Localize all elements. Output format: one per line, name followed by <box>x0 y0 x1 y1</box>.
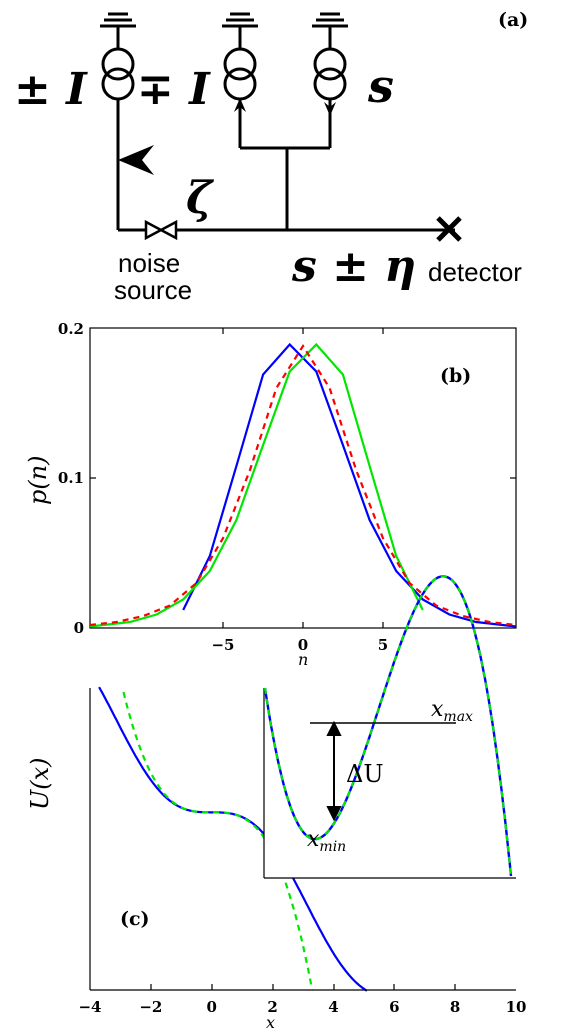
panel-c-xlabel: x <box>266 1013 275 1032</box>
panel-b-xlabel: n <box>298 650 308 669</box>
inset-delta-u-label: ΔU <box>346 760 384 788</box>
panel-c-xticks: −4 −2 0 2 4 6 8 10 <box>78 998 526 1016</box>
inset-series-1 <box>263 575 513 877</box>
panel-b-ytick-0.2: 0.2 <box>58 320 84 338</box>
panel-c-ylabel: U(x) <box>26 758 54 811</box>
arrow-up-icon <box>234 98 246 112</box>
ground-symbol-3 <box>312 12 348 48</box>
panel-b-xtick-5: 5 <box>378 636 388 654</box>
panel-c-xtick: 8 <box>450 998 460 1016</box>
panel-c-series-0 <box>98 686 368 992</box>
panel-b-series-2 <box>89 343 517 627</box>
inset-xmax-label: xmax <box>431 697 473 725</box>
panel-c-xtick: 2 <box>267 998 277 1016</box>
source-1-label: ± I <box>14 64 88 115</box>
inset-xmin-label: xmin <box>307 827 346 855</box>
ground-symbol-2 <box>222 12 258 48</box>
zeta-label: ζ <box>186 173 214 224</box>
panel-b-chart: −5 0 5 0 0.1 0.2 n p(n) (b) <box>24 320 517 669</box>
panel-b-series-1 <box>89 342 424 628</box>
wires <box>116 99 455 232</box>
panel-c-xtick: −4 <box>78 998 101 1016</box>
panel-b-ytick-0.1: 0.1 <box>58 469 84 487</box>
panel-c-xtick: −2 <box>139 998 162 1016</box>
delta-u-double-arrow-icon <box>326 720 342 822</box>
panel-c-xtick: 6 <box>389 998 399 1016</box>
noise-source-symbol <box>144 219 178 241</box>
source-3-label: s <box>367 59 394 113</box>
inset-xmin-sub: min <box>319 839 346 855</box>
current-source-3 <box>313 47 347 101</box>
panel-b-ticks <box>90 328 516 628</box>
inset-xmax-sub: max <box>443 709 473 725</box>
panel-c-series-1 <box>122 691 314 990</box>
panel-c-xtick: 4 <box>328 998 338 1016</box>
panel-a-label: (a) <box>498 9 528 31</box>
arrow-down-icon <box>324 102 336 116</box>
detector-cross-icon <box>436 216 462 242</box>
ground-symbol-1 <box>100 12 136 48</box>
noise-label-line2: source <box>114 275 192 305</box>
current-source-2 <box>223 47 257 101</box>
panel-c-xtick: 0 <box>206 998 216 1016</box>
inset-series <box>263 575 513 877</box>
panel-c-label: (c) <box>120 908 150 930</box>
detector-label: detector <box>428 257 522 287</box>
panel-b-ytick-0: 0 <box>74 619 84 637</box>
panel-b-xtick-neg5: −5 <box>211 636 234 654</box>
panel-b-ylabel: p(n) <box>24 455 52 505</box>
panel-c-series <box>98 686 368 992</box>
panel-b-label: (b) <box>440 365 471 387</box>
source-2-label: ∓ I <box>137 64 211 115</box>
signal-label: s ± η <box>291 241 416 292</box>
panel-c-xtick: 10 <box>506 998 527 1016</box>
noise-label-line1: noise <box>118 248 180 278</box>
inset-xmax-x: x <box>431 697 444 722</box>
inset-xmin-x: x <box>307 827 320 852</box>
panel-c-chart: −4 −2 0 2 4 6 8 10 x U(x) (c) ΔU xmax xmin <box>26 575 526 1032</box>
panel-a-circuit: (a) ± I ∓ I s ζ s ± η noise source detec… <box>14 9 528 305</box>
panel-c-inset: ΔU xmax xmin <box>263 575 516 879</box>
panel-b-xtick-0: 0 <box>298 636 308 654</box>
current-source-1 <box>101 47 135 101</box>
panel-c-axes <box>89 688 516 991</box>
